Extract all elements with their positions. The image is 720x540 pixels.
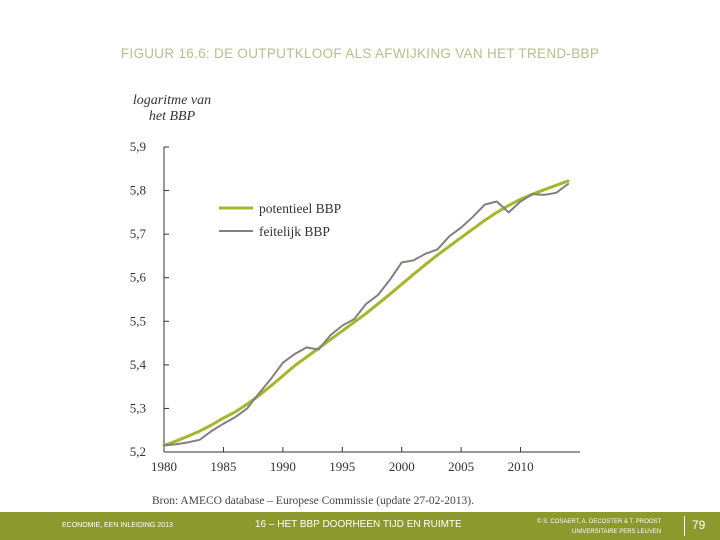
slide-footer: ECONOMIE, EEN INLEIDING 2013 16 – HET BB… <box>0 512 720 540</box>
x-tick-label: 1980 <box>151 459 177 474</box>
footer-copyright-line1: © S. COSAERT, A. DECOSTER & T. PROOST <box>537 519 662 525</box>
footer-course-title: ECONOMIE, EEN INLEIDING 2013 <box>62 522 173 529</box>
y-tick-label: 5,4 <box>130 357 147 372</box>
legend-label-actual: feitelijk BBP <box>259 224 330 239</box>
x-tick-label: 1995 <box>329 459 355 474</box>
page-number: 79 <box>692 518 706 532</box>
footer-copyright-line2: UNIVERSITAIRE PERS LEUVEN <box>571 529 662 535</box>
x-tick-label: 2005 <box>448 459 474 474</box>
footer-divider <box>684 516 685 536</box>
y-tick-label: 5,3 <box>130 400 146 415</box>
y-axis-label: logaritme van het BBP <box>122 93 222 125</box>
legend-label-potential: potentieel BBP <box>259 201 341 216</box>
footer-chapter-title: 16 – HET BBP DOORHEEN TIJD EN RUIMTE <box>255 519 462 530</box>
y-tick-label: 5,8 <box>130 183 146 198</box>
y-axis-label-line1: logaritme van <box>132 93 212 108</box>
series-line-potential <box>162 179 570 447</box>
y-axis-label-line2: het BBP <box>148 109 196 124</box>
series-line-actual <box>163 183 570 447</box>
source-note: Bron: AMECO database – Europese Commissi… <box>152 495 474 507</box>
y-tick-label: 5,6 <box>130 270 147 285</box>
x-tick-label: 2000 <box>389 459 415 474</box>
y-tick-label: 5,5 <box>130 313 146 328</box>
x-tick-label: 2010 <box>508 459 534 474</box>
y-tick-label: 5,7 <box>130 226 147 241</box>
figure-title: FIGUUR 16.6: DE OUTPUTKLOOF ALS AFWIJKIN… <box>120 46 600 61</box>
footer-copyright: © S. COSAERT, A. DECOSTER & T. PROOST UN… <box>537 517 661 537</box>
x-tick-label: 1990 <box>270 459 296 474</box>
x-tick-label: 1985 <box>210 459 236 474</box>
y-tick-label: 5,2 <box>130 444 146 459</box>
y-tick-label: 5,9 <box>130 139 146 154</box>
gdp-line-chart: 5,2 5,3 5,4 5,5 5,6 5,7 5,8 5,9 1980 1985 1990 1995… <box>130 139 580 474</box>
